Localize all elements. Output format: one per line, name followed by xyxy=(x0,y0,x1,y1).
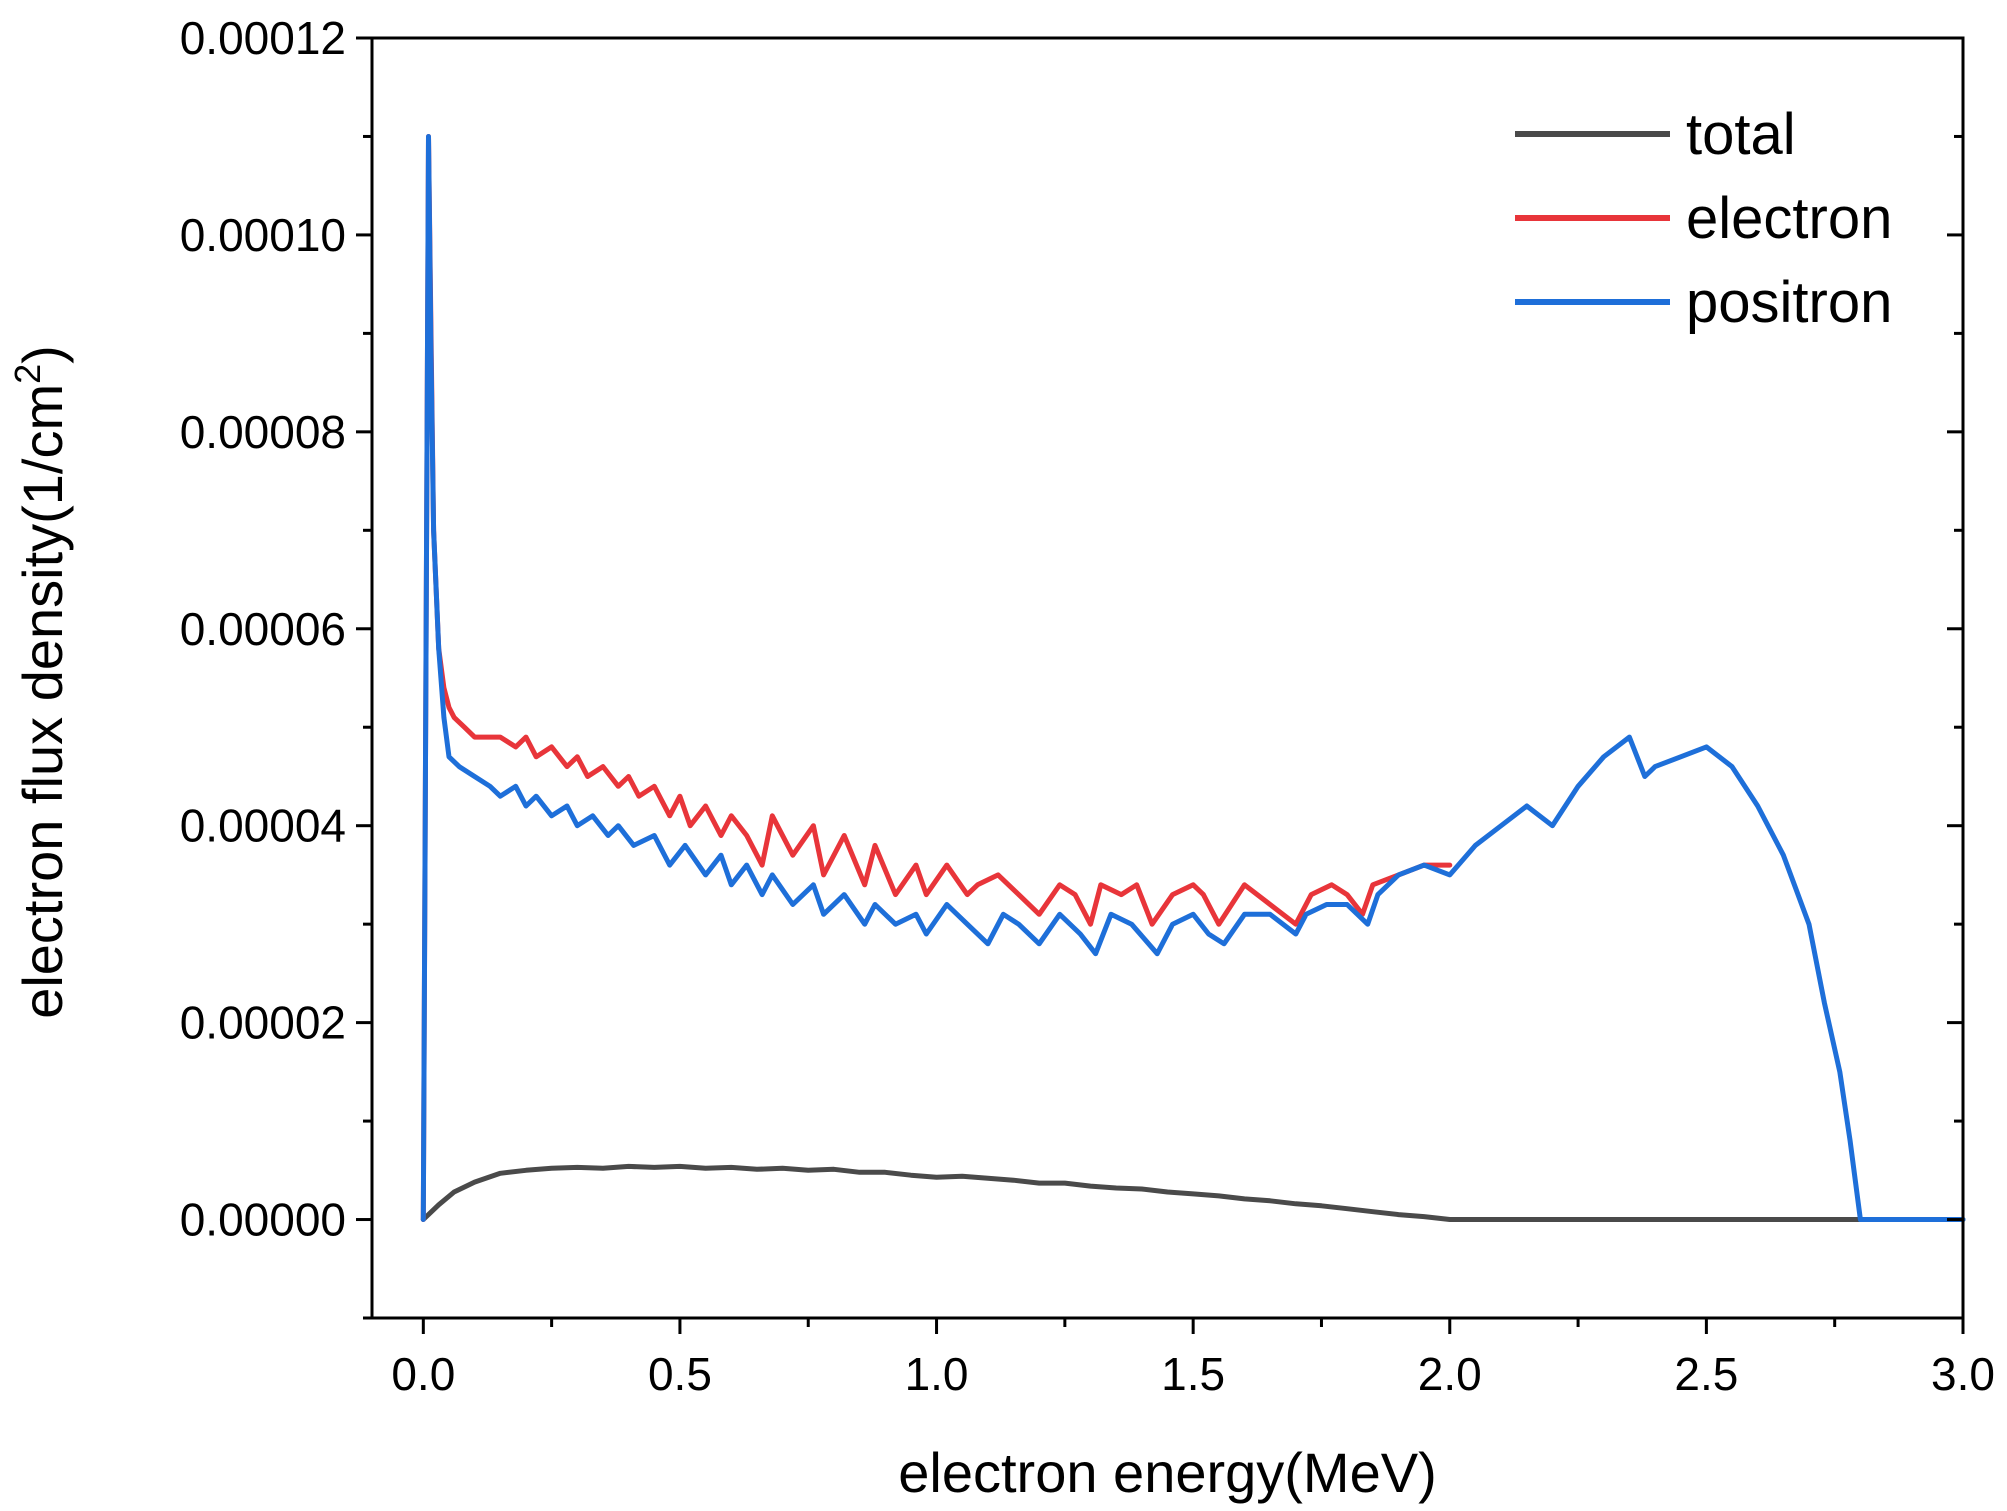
y-tick-label: 0.00008 xyxy=(180,406,346,458)
legend-label-total: total xyxy=(1686,102,1796,167)
y-tick-label: 0.00000 xyxy=(180,1194,346,1246)
legend-label-electron: electron xyxy=(1686,186,1892,251)
y-tick-label: 0.00006 xyxy=(180,603,346,655)
y-tick-label: 0.00002 xyxy=(180,997,346,1049)
y-axis-title-close: ) xyxy=(11,345,74,364)
y-tick-label: 0.00012 xyxy=(180,12,346,64)
x-tick-label: 3.0 xyxy=(1931,1348,1995,1400)
legend-label-positron: positron xyxy=(1686,270,1892,335)
y-tick-label: 0.00004 xyxy=(180,800,346,852)
x-tick-label: 1.5 xyxy=(1161,1348,1225,1400)
series-line-positron xyxy=(420,134,1966,1222)
x-tick-label: 2.0 xyxy=(1418,1348,1482,1400)
y-tick-label: 0.00010 xyxy=(180,209,346,261)
series-line-electron xyxy=(420,134,1453,1222)
x-tick-label: 0.5 xyxy=(648,1348,712,1400)
plot-frame xyxy=(370,36,1965,1320)
series-layer xyxy=(420,134,1966,1222)
y-axis-title-superscript: 2 xyxy=(7,364,48,384)
x-tick-label: 0.0 xyxy=(391,1348,455,1400)
ticks-layer: 0.0 0.5 1.0 1.5 2.0 2.5 3.0 0.00000 0.00002 0.000… xyxy=(180,12,1995,1400)
x-tick-label: 1.0 xyxy=(905,1348,969,1400)
series-line-total xyxy=(420,1163,1966,1222)
y-axis-title: electron flux density(1/cm2) xyxy=(7,345,74,1019)
legend: total electron positron xyxy=(1515,102,1892,335)
y-axis-title-main: electron flux density(1/cm xyxy=(11,384,74,1019)
x-axis-title: electron energy(MeV) xyxy=(898,1441,1436,1504)
x-tick-label: 2.5 xyxy=(1674,1348,1738,1400)
